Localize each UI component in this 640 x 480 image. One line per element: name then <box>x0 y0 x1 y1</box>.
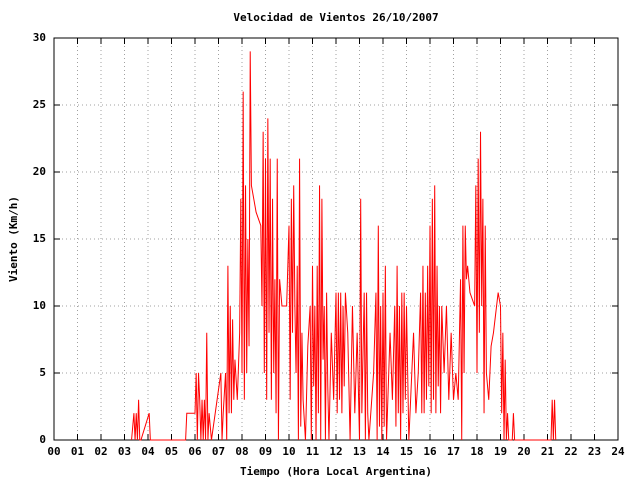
y-axis-label: Viento (Km/h) <box>7 196 20 282</box>
x-tick-label: 18 <box>470 445 483 458</box>
x-tick-label: 17 <box>447 445 460 458</box>
x-tick-label: 12 <box>329 445 342 458</box>
x-tick-label: 24 <box>611 445 625 458</box>
x-tick-label: 09 <box>259 445 272 458</box>
x-tick-label: 11 <box>306 445 320 458</box>
x-tick-label: 10 <box>282 445 295 458</box>
x-tick-label: 02 <box>94 445 107 458</box>
x-tick-label: 08 <box>235 445 248 458</box>
x-tick-label: 00 <box>47 445 60 458</box>
y-tick-label: 20 <box>33 165 46 178</box>
x-tick-label: 15 <box>400 445 413 458</box>
x-tick-label: 23 <box>588 445 601 458</box>
x-tick-label: 14 <box>376 445 390 458</box>
y-tick-label: 30 <box>33 31 46 44</box>
x-tick-label: 13 <box>353 445 366 458</box>
y-tick-label: 25 <box>33 98 46 111</box>
wind-line <box>131 51 557 441</box>
x-axis-label: Tiempo (Hora Local Argentina) <box>240 465 432 478</box>
y-tick-label: 0 <box>39 433 46 446</box>
y-tick-label: 10 <box>33 299 46 312</box>
x-tick-label: 03 <box>118 445 131 458</box>
chart-title: Velocidad de Vientos 26/10/2007 <box>233 11 438 24</box>
x-tick-label: 06 <box>188 445 202 458</box>
plot-frame <box>53 37 619 441</box>
x-tick-label: 07 <box>212 445 225 458</box>
x-tick-label: 20 <box>517 445 530 458</box>
x-tick-label: 01 <box>71 445 85 458</box>
x-tick-label: 16 <box>423 445 437 458</box>
x-tick-label: 22 <box>564 445 577 458</box>
y-tick-label: 5 <box>39 366 46 379</box>
x-tick-label: 19 <box>494 445 507 458</box>
x-tick-label: 04 <box>141 445 155 458</box>
x-tick-label: 05 <box>165 445 178 458</box>
y-tick-label: 15 <box>33 232 46 245</box>
x-tick-label: 21 <box>541 445 555 458</box>
